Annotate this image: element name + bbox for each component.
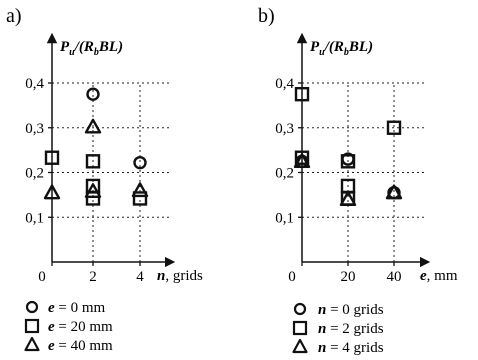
point-b-triangle-0 xyxy=(293,153,311,169)
legend-b: n = 0 grids n = 2 grids n = 4 grids xyxy=(292,302,384,356)
point-a-triangle-1 xyxy=(84,118,102,134)
point-b-triangle-2 xyxy=(385,184,403,200)
svg-text:n = 4 grids: n = 4 grids xyxy=(318,340,384,356)
legend-marker-square-b xyxy=(292,320,308,336)
panel-label-a: a) xyxy=(6,5,22,27)
legend-a: e = 0 mm e = 20 mm e = 40 mm xyxy=(24,300,113,354)
point-a-square-0 xyxy=(44,150,60,165)
x-tick-label-b-2: 40 xyxy=(387,269,402,285)
y-tick-label-b-3: 0,4 xyxy=(275,76,294,92)
x-tick-label-a-2: 4 xyxy=(136,269,144,285)
legend-item-a-2: e = 40 mm xyxy=(24,336,113,354)
x-tick-label-a-1: 2 xyxy=(89,269,97,285)
legend-marker-circle-b xyxy=(293,302,307,316)
point-b-triangle-1 xyxy=(339,191,357,207)
x-tick-label-b-0: 0 xyxy=(288,269,296,285)
legend-item-b-1: n = 2 grids xyxy=(292,320,384,337)
point-b-square-0 xyxy=(294,86,310,102)
legend-marker-circle-a xyxy=(25,300,39,314)
point-b-square-2 xyxy=(340,154,356,169)
point-a-triangle-0 xyxy=(43,184,61,200)
y-tick-label-a-2: 0,3 xyxy=(25,121,44,137)
y-tick-label-a-1: 0,2 xyxy=(25,166,44,182)
y-axis-label-a: Pu/(RbBL) xyxy=(60,39,123,58)
grid-b: 0,1 0,2 0,3 0,4 0 20 40 xyxy=(275,76,425,285)
legend-item-b-2: n = 4 grids xyxy=(292,338,384,356)
data-points-a xyxy=(43,87,149,206)
point-a-circle-0 xyxy=(86,87,100,101)
legend-item-b-0: n = 0 grids xyxy=(293,302,384,318)
x-axis-label-b: e, mm xyxy=(420,268,458,284)
legend-marker-square-a xyxy=(24,318,40,334)
y-tick-label-a-0: 0,1 xyxy=(25,210,44,226)
y-tick-label-b-2: 0,3 xyxy=(275,121,294,137)
panel-label-b: b) xyxy=(258,5,275,27)
legend-item-a-0: e = 0 mm xyxy=(25,300,106,316)
chart-panel-a: a) Pu/(RbBL) n, grids e = 0 mm e = 20 mm… xyxy=(6,5,203,354)
svg-text:e = 20 mm: e = 20 mm xyxy=(48,319,113,335)
legend-marker-triangle-a xyxy=(24,336,40,352)
x-tick-label-b-1: 20 xyxy=(341,269,356,285)
y-tick-label-b-0: 0,1 xyxy=(275,210,294,226)
legend-item-a-1: e = 20 mm xyxy=(24,318,113,335)
y-axis-label-b: Pu/(RbBL) xyxy=(310,39,373,58)
point-a-square-3 xyxy=(85,191,101,206)
y-tick-label-a-3: 0,4 xyxy=(25,76,44,92)
point-a-triangle-3 xyxy=(131,182,149,198)
point-a-circle-1 xyxy=(133,155,147,170)
x-axis-label-a: n, grids xyxy=(157,268,203,284)
data-points-b xyxy=(293,86,403,207)
x-tick-label-a-0: 0 xyxy=(38,269,46,285)
svg-text:n = 2 grids: n = 2 grids xyxy=(318,321,384,337)
svg-text:n = 0 grids: n = 0 grids xyxy=(318,302,384,318)
y-tick-label-b-1: 0,2 xyxy=(275,166,294,182)
point-b-square-5 xyxy=(386,120,402,135)
point-a-square-4 xyxy=(132,191,148,206)
point-a-square-1 xyxy=(85,154,101,169)
legend-marker-triangle-b xyxy=(292,338,308,354)
grid-a: 0,1 0,2 0,3 0,4 0 2 4 xyxy=(25,76,170,285)
chart-panel-b: b) Pu/(RbBL) e, mm n = 0 grids n = 2 gri… xyxy=(258,5,458,356)
point-a-triangle-2 xyxy=(84,183,102,198)
svg-text:e = 0 mm: e = 0 mm xyxy=(48,300,106,316)
svg-text:e = 40 mm: e = 40 mm xyxy=(48,338,113,354)
point-b-square-1 xyxy=(294,150,310,165)
